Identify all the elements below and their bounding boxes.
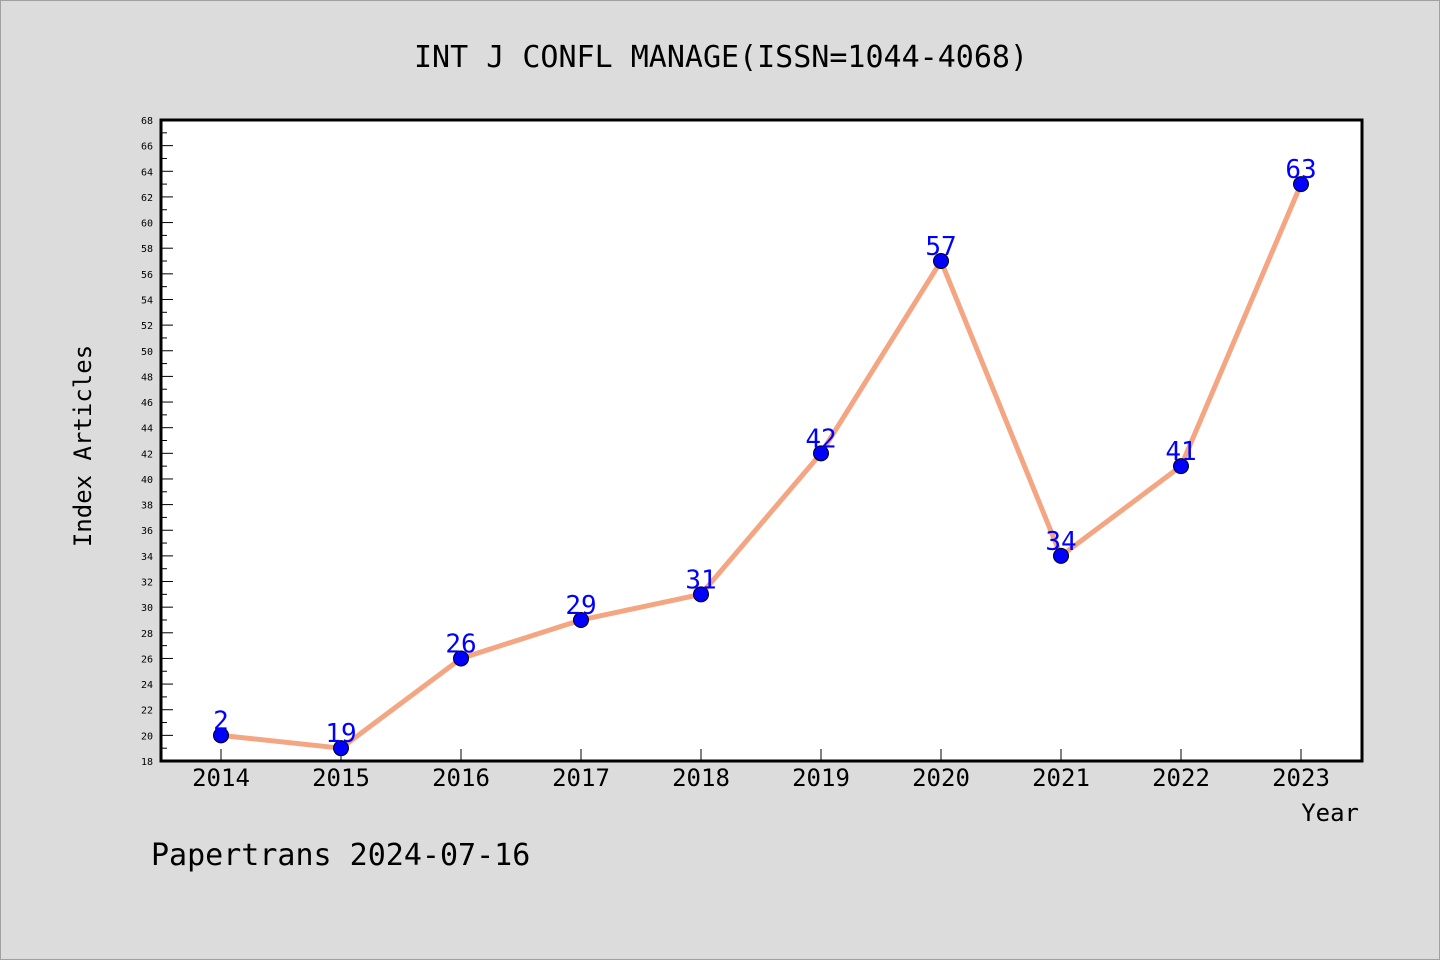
data-point [813,445,829,462]
data-point [333,740,349,757]
data-label: 26 [445,629,476,659]
y-tick-label: 22 [141,706,153,717]
data-label: 42 [805,424,836,454]
y-tick-label: 36 [141,526,153,537]
data-labels: 2 19 26 29 31 42 57 34 41 63 [213,155,1316,749]
data-point [573,611,589,628]
y-tick-label: 30 [141,603,153,614]
y-tick-label: 68 [141,116,153,127]
y-tick-label: 58 [141,244,153,255]
x-tick-label: 2018 [672,764,730,792]
y-tick-label: 66 [141,142,153,153]
y-tick-label: 62 [141,193,153,204]
x-axis-label: Year [1301,799,1359,827]
y-tick-label: 32 [141,578,153,589]
y-tick-label: 48 [141,372,153,383]
x-tick-label: 2019 [792,764,850,792]
data-point [693,586,709,603]
x-tick-label: 2023 [1272,764,1330,792]
y-tick-label: 64 [141,167,153,178]
chart-title: INT J CONFL MANAGE(ISSN=1044-4068) [414,40,1028,75]
y-tick-label: 42 [141,449,153,460]
y-tick-label: 56 [141,270,153,281]
x-tick-label: 2022 [1152,764,1210,792]
data-point [213,727,229,744]
x-axis: 2014 2015 2016 2017 2018 2019 2020 2021 2022 2023 [192,749,1330,792]
y-tick-label: 34 [141,552,153,563]
y-tick-label: 38 [141,501,153,512]
y-tick-label: 20 [141,731,153,742]
data-point [453,650,469,667]
y-tick-label: 44 [141,424,153,435]
data-label: 31 [685,565,716,595]
data-label: 2 [213,706,229,736]
plot-area [159,118,1364,763]
data-point [1053,547,1069,564]
y-tick-label: 24 [141,680,153,691]
data-label: 41 [1165,437,1196,467]
y-tick-label: 54 [141,295,153,306]
y-tick-label: 52 [141,321,153,332]
y-tick-label: 60 [141,219,153,230]
series-line [220,183,1304,751]
data-label: 29 [565,591,596,621]
data-label: 63 [1285,155,1316,185]
data-label: 57 [925,232,956,262]
x-tick-label: 2020 [912,764,970,792]
series-group [213,176,1309,757]
x-tick-label: 2016 [432,764,490,792]
y-tick-label: 50 [141,347,153,358]
y-tick-label: 28 [141,629,153,640]
y-axis-label: Index Articles [69,345,97,547]
y-tick-label: 46 [141,398,153,409]
data-point [933,253,949,270]
data-label: 19 [325,719,356,749]
data-label: 34 [1045,527,1076,557]
footer-text: Papertrans 2024-07-16 [151,838,530,873]
data-point [1293,176,1309,193]
x-tick-label: 2015 [312,764,370,792]
y-tick-label: 26 [141,654,153,665]
y-tick-label: 40 [141,475,153,486]
x-tick-label: 2014 [192,764,250,792]
y-tick-label: 18 [141,757,153,768]
data-point [1173,458,1189,475]
x-tick-label: 2021 [1032,764,1090,792]
x-tick-label: 2017 [552,764,610,792]
y-axis: 18 20 22 24 26 28 30 32 34 36 38 40 42 44 46 48 50 52 54 56… [141,116,173,768]
